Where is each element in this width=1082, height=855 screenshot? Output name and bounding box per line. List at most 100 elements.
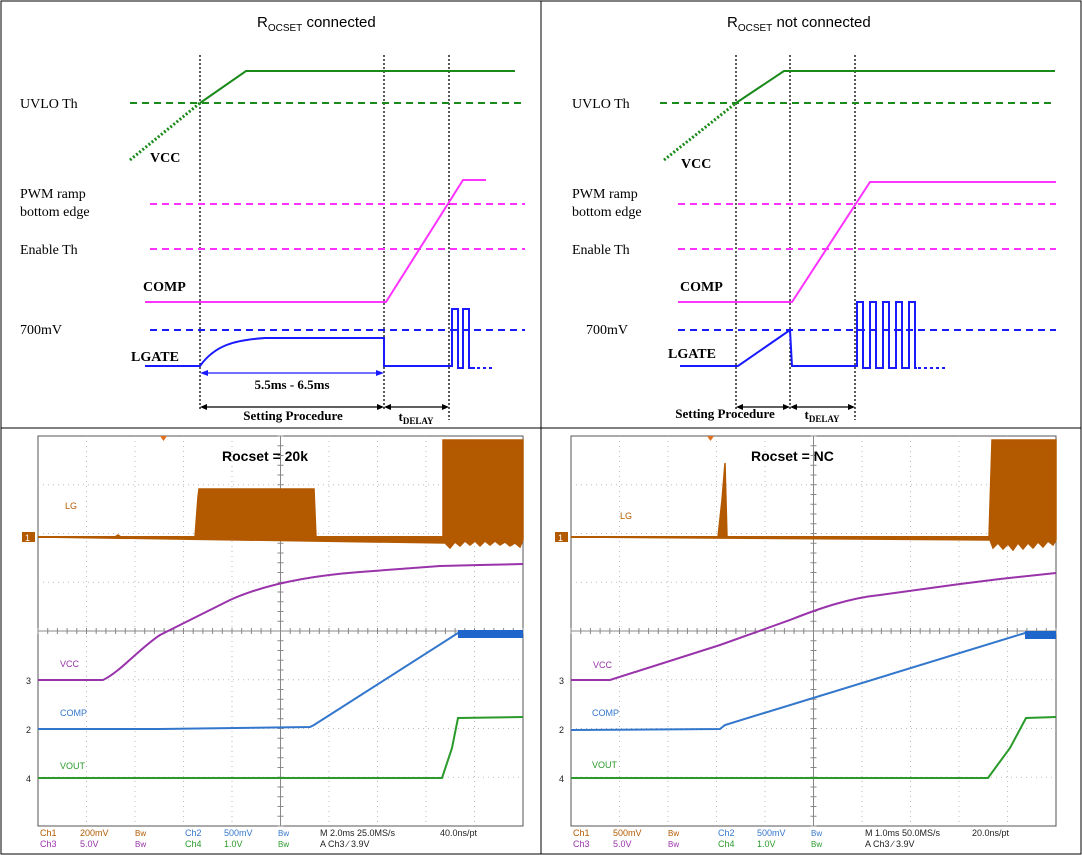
right-f-trigger: A Ch3 ∕ 3.9V [865,839,915,849]
right-lg-label: LG [620,511,632,521]
right-tdelay-arrowhead-l [790,404,797,410]
left-vcc-line [200,71,515,103]
right-tdelay-arrowhead-r [848,404,855,410]
left-f-ch4-scale: 1.0V [224,839,243,849]
left-timing-diagram: ROCSET connected UVLO Th VCC PWM ramp bo… [20,14,525,426]
right-f-ch3: Ch3 [573,839,590,849]
left-comp-label: COMP [143,280,186,295]
right-f-pts: 20.0ns/pt [972,828,1010,838]
left-trigger-marker [160,436,167,441]
left-f-ch2: Ch2 [185,828,202,838]
left-f-bw1: Bw [135,829,146,838]
left-tdelay-arrowhead-l [384,404,391,410]
left-ch4-marker: 4 [26,774,31,784]
left-setting-arrowhead-l [200,404,207,410]
left-enable-label: Enable Th [20,243,78,258]
left-panel-title: ROCSET connected [257,14,376,34]
left-vcc-label: VCC [150,151,180,166]
right-comp-line [678,182,1056,302]
left-lgate-label: LGATE [131,350,179,365]
left-timing-arrowhead-l [200,370,208,376]
right-vcc-ramp-dotted [664,103,736,160]
left-lg-baseline [38,536,443,538]
right-pwm-label-2: bottom edge [572,205,642,220]
left-setting-label: Setting Procedure [243,408,343,423]
right-700mv-label: 700mV [586,323,628,338]
left-f-bw2: Bw [278,829,289,838]
right-setting-label: Setting Procedure [675,406,775,421]
right-f-timebase: M 1.0ms 50.0MS/s [865,828,941,838]
left-pwm-label-1: PWM ramp [20,187,86,202]
right-comp-noise [1025,631,1056,639]
right-pwm-label-1: PWM ramp [572,187,638,202]
left-timing-arrowhead-r [376,370,384,376]
left-uvlo-label: UVLO Th [20,97,78,112]
left-f-ch3-scale: 5.0V [80,839,99,849]
right-comp-scope-label: COMP [592,708,619,718]
left-scope-footer: Ch1 200mV Bw Ch2 500mV Bw M 2.0ms 25.0MS… [40,828,478,849]
left-pwm-label-2: bottom edge [20,205,90,220]
left-vcc-scope-label: VCC [60,659,80,669]
left-700mv-label: 700mV [20,323,62,338]
left-lgate-line [145,309,475,368]
right-f-ch2: Ch2 [718,828,735,838]
right-panel-title: ROCSET not connected [727,14,871,34]
right-ch2-marker: 2 [559,725,564,735]
right-uvlo-label: UVLO Th [572,97,630,112]
right-ch4-marker: 4 [559,774,564,784]
left-setting-arrowhead-r [377,404,384,410]
right-setting-arrowhead-r [783,404,790,410]
right-enable-label: Enable Th [572,243,630,258]
right-scope-grid [571,436,1056,826]
left-comp-noise [458,630,523,638]
right-vcc-label: VCC [681,157,711,172]
left-tdelay-arrowhead-r [442,404,449,410]
right-timing-diagram: ROCSET not connected UVLO Th VCC PWM ram… [572,14,1056,424]
right-f-bw3: Bw [668,840,679,849]
left-comp-scope-label: COMP [60,708,87,718]
left-scope-title: Rocset = 20k [222,448,308,464]
right-f-ch4: Ch4 [718,839,735,849]
left-f-bw3: Bw [135,840,146,849]
left-ch3-marker: 3 [26,676,31,686]
right-ch3-marker: 3 [559,676,564,686]
left-f-pts: 40.0ns/pt [440,828,478,838]
right-f-bw2: Bw [811,829,822,838]
left-f-timebase: M 2.0ms 25.0MS/s [320,828,396,838]
left-f-ch1-scale: 200mV [80,828,109,838]
right-lg-baseline [571,536,991,538]
left-lg-label: LG [65,501,77,511]
right-tdelay-label: tDELAY [804,407,840,424]
right-f-bw1: Bw [668,829,679,838]
left-f-ch2-scale: 500mV [224,828,253,838]
right-f-ch1: Ch1 [573,828,590,838]
right-trigger-marker [707,436,714,441]
left-ch2-marker: 2 [26,725,31,735]
right-ch1-marker-label: 1 [558,533,563,543]
right-vcc-line [736,71,1055,103]
right-scope-footer: Ch1 500mV Bw Ch2 500mV Bw M 1.0ms 50.0MS… [573,828,1010,849]
right-f-bw4: Bw [811,840,822,849]
left-f-ch4: Ch4 [185,839,202,849]
right-f-ch2-scale: 500mV [757,828,786,838]
left-vout-label: VOUT [60,761,86,771]
left-tdelay-label: tDELAY [398,409,434,426]
right-scope-title: Rocset = NC [751,448,834,464]
right-f-ch4-scale: 1.0V [757,839,776,849]
left-timing-label: 5.5ms - 6.5ms [254,377,329,392]
left-scope: Rocset = 20k LG VCC COMP VOUT 1 3 2 4 Ch… [22,436,523,849]
right-lgate-label: LGATE [668,347,716,362]
right-vout-label: VOUT [592,760,618,770]
right-comp-label: COMP [680,280,723,295]
left-f-ch3: Ch3 [40,839,57,849]
right-vcc-scope-label: VCC [593,660,613,670]
left-f-bw4: Bw [278,840,289,849]
left-f-ch1: Ch1 [40,828,57,838]
right-f-ch1-scale: 500mV [613,828,642,838]
left-ch1-marker-label: 1 [25,533,30,543]
right-f-ch3-scale: 5.0V [613,839,632,849]
left-comp-line [145,180,486,302]
right-scope: Rocset = NC LG VCC COMP VOUT 1 3 2 4 Ch1… [555,436,1056,849]
left-f-trigger: A Ch3 ∕ 3.9V [320,839,370,849]
